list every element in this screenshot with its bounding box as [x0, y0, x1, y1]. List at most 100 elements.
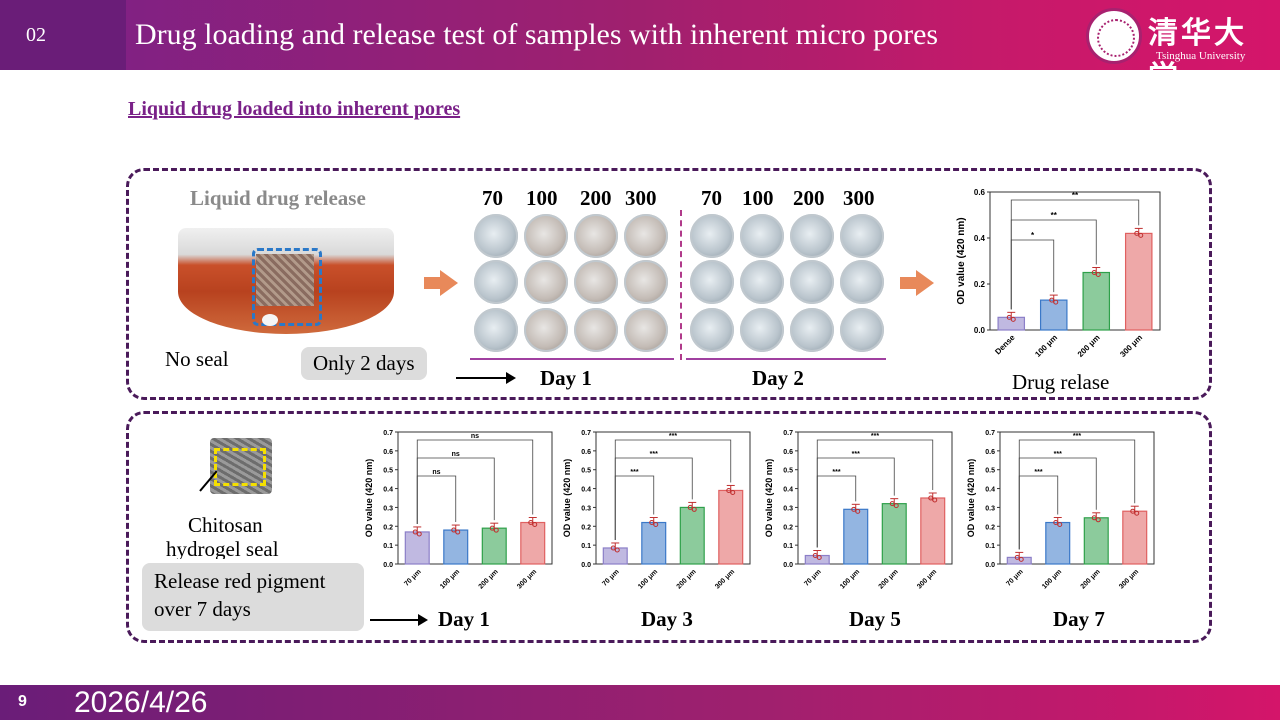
sealed-release-panel: [126, 411, 1212, 643]
slide-header: 02 Drug loading and release test of samp…: [0, 0, 1280, 95]
hydrogel-label: hydrogel seal: [166, 537, 279, 559]
x-tick-label: 70 μm: [803, 568, 822, 587]
data-point: [1130, 508, 1136, 514]
sample-well: [474, 260, 518, 304]
data-point: [855, 508, 861, 514]
data-point: [614, 547, 620, 553]
x-tick-label: 100 μm: [839, 568, 861, 590]
liquid-release-panel: [126, 168, 1212, 400]
callout-line: over 7 days: [154, 597, 251, 621]
y-tick-label: 0.0: [974, 326, 986, 335]
bar: [1124, 232, 1153, 331]
sample-well: [690, 214, 734, 258]
y-axis-label: OD value (420 nm): [966, 459, 976, 538]
bar: [1039, 299, 1068, 331]
day1-underline: [470, 358, 674, 360]
day1-label: Day 1: [540, 366, 592, 390]
y-tick-label: 0.0: [783, 562, 793, 569]
data-point: [649, 520, 655, 526]
y-tick-label: 0.0: [581, 562, 591, 569]
data-point: [687, 504, 693, 510]
y-tick-label: 0.6: [974, 188, 986, 197]
y-tick-label: 0.2: [985, 524, 995, 531]
slide-date: 2026/4/26: [74, 686, 208, 719]
day2-label: Day 2: [752, 366, 804, 390]
day1-chart: 0.0 0.1 0.2 0.3 0.4 0.5 0.6 0.7 OD value (420 nm…: [364, 430, 553, 590]
sample-well: [790, 260, 834, 304]
data-point: [816, 555, 822, 561]
day-label: Day 5: [849, 607, 901, 631]
y-tick-label: 0.1: [383, 543, 393, 550]
col-label: 300: [843, 186, 875, 210]
y-tick-label: 0.1: [985, 543, 995, 550]
y-tick-label: 0.0: [383, 562, 393, 569]
y-tick-label: 0.4: [783, 487, 793, 494]
university-logo: 清华大学 Tsinghua University: [1086, 6, 1266, 95]
y-tick-label: 0.7: [383, 430, 393, 437]
arrow-right-icon: [900, 270, 934, 296]
bar: [1083, 517, 1109, 565]
data-point: [932, 497, 938, 503]
arrow-right-icon: [424, 270, 458, 296]
day-label: Day 1: [438, 607, 490, 631]
porous-sample-cube: [256, 254, 314, 306]
sample-well: [840, 260, 884, 304]
x-tick-label: 300 μm: [714, 568, 736, 590]
y-tick-label: 0.4: [383, 487, 393, 494]
data-point: [1010, 316, 1016, 322]
col-label: 100: [526, 186, 558, 210]
logo-chinese-name: 清华大学: [1148, 16, 1247, 95]
x-tick-label: 200 μm: [878, 568, 900, 590]
section-subtitle: Liquid drug loaded into inherent pores: [128, 98, 461, 120]
sample-well: [690, 260, 734, 304]
bar: [520, 521, 546, 565]
y-tick-label: 0.5: [783, 468, 793, 475]
data-point: [1057, 522, 1063, 528]
section-number: 02: [0, 0, 126, 70]
x-tick-label: 300 μm: [1118, 568, 1140, 590]
data-point: [1006, 314, 1012, 320]
data-point: [893, 503, 899, 509]
y-tick-label: 0.6: [383, 449, 393, 456]
data-point: [1053, 299, 1059, 305]
y-tick-label: 0.6: [581, 449, 591, 456]
y-tick-label: 0.4: [974, 234, 986, 243]
sample-well: [740, 308, 784, 352]
plot-frame: [999, 431, 1155, 565]
significance-label: **: [1072, 191, 1079, 200]
y-tick-label: 0.5: [985, 468, 995, 475]
day7-chart: 0.0 0.1 0.2 0.3 0.4 0.5 0.6 0.7 OD value (420 nm…: [966, 430, 1155, 590]
plot-frame: [989, 191, 1161, 331]
data-point: [528, 520, 534, 526]
sample-well: [574, 214, 618, 258]
photo-caption: Liquid drug release: [190, 186, 366, 210]
data-point: [851, 506, 857, 512]
significance-label: ***: [1034, 469, 1042, 476]
x-tick-label: 200 μm: [1080, 568, 1102, 590]
significance-label: **: [1051, 211, 1058, 220]
bar: [443, 529, 469, 565]
y-tick-label: 0.2: [783, 524, 793, 531]
day2-underline: [686, 358, 886, 360]
col-label: 70: [482, 186, 503, 210]
y-axis-label: OD value (420 nm): [764, 459, 774, 538]
sample-well: [524, 260, 568, 304]
sample-well: [740, 260, 784, 304]
y-tick-label: 0.5: [383, 468, 393, 475]
hydrogel-label: Chitosan: [188, 513, 263, 537]
data-point: [653, 522, 659, 528]
data-point: [889, 501, 895, 507]
x-tick-label: 300 μm: [916, 568, 938, 590]
drug-release-chart: 0.0 0.2 0.4 0.6 OD value (420 nm) Dense 100 μm…: [956, 188, 1161, 359]
y-axis-label: OD value (420 nm): [364, 459, 374, 538]
day-label: Day 7: [1053, 607, 1105, 631]
significance-bracket: [816, 439, 934, 548]
y-tick-label: 0.0: [985, 562, 995, 569]
day-label: Day 3: [641, 607, 693, 631]
data-point: [1138, 232, 1144, 238]
col-label: 200: [793, 186, 825, 210]
y-tick-label: 0.4: [985, 487, 995, 494]
col-label: 100: [742, 186, 774, 210]
hydrogel-highlight: [214, 448, 266, 486]
drug-droplet: [262, 314, 278, 326]
